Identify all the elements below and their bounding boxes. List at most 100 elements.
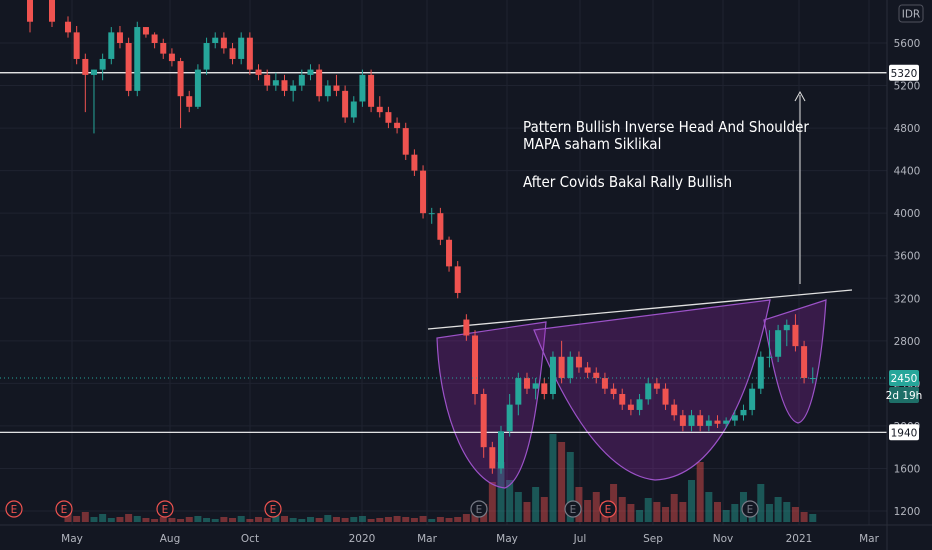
volume-bar [584, 500, 592, 522]
volume-bar [506, 480, 514, 522]
volume-bar [393, 516, 401, 522]
candle-body [541, 383, 548, 394]
y-tick-label: 3600 [894, 251, 921, 263]
candle-body [601, 378, 608, 389]
candle-body [480, 394, 487, 448]
candle-body [584, 367, 591, 373]
candle-body [290, 85, 297, 91]
candle-body [73, 32, 80, 59]
annotation-line-3: After Covids Bakal Rally Bullish [523, 173, 733, 191]
candle-body [558, 356, 565, 379]
volume-bar [774, 497, 782, 522]
volume-bar [627, 504, 635, 522]
candle-body [446, 239, 453, 267]
volume-bar [791, 507, 799, 522]
volume-bar [436, 517, 444, 522]
candle-body [90, 69, 97, 75]
volume-bar [237, 516, 245, 522]
volume-bar [306, 517, 314, 522]
candle-body [203, 43, 210, 70]
volume-bar [159, 517, 167, 522]
candle-body [324, 85, 331, 97]
current-price-badge [889, 370, 919, 387]
candle-body [662, 388, 669, 405]
candle-body [619, 394, 626, 405]
candle-body [420, 170, 427, 214]
volume-bar [298, 519, 306, 522]
candle-body [186, 96, 193, 107]
volume-bar [107, 518, 115, 522]
volume-bar [289, 518, 297, 522]
candle-body [766, 356, 773, 358]
time-axis[interactable]: May Aug Oct 2020 Mar May Jul Sep Nov 2021 Mar [0, 524, 932, 545]
y-tick-label: 4000 [894, 208, 921, 220]
candle-body [376, 106, 383, 113]
volume-bar [636, 510, 644, 522]
volume-bar [523, 502, 531, 522]
candle-body [792, 324, 799, 347]
volume-bar [281, 516, 288, 522]
x-tick-label: 2020 [349, 533, 376, 545]
volume-bar [99, 514, 107, 522]
volume-bar [765, 504, 773, 522]
volume-bar [211, 519, 219, 522]
level-badge [889, 64, 919, 81]
volume-bar [168, 518, 176, 522]
candle-body [402, 128, 409, 155]
volume-bar [341, 518, 349, 522]
y-tick-label: 1600 [894, 463, 921, 475]
earnings-marker-label: E [61, 504, 68, 516]
volume-bar [203, 518, 211, 522]
candle-body [593, 372, 600, 379]
level-badge [889, 424, 919, 441]
volume-bar [670, 494, 678, 522]
volume-bar [488, 482, 496, 522]
volume-bar [540, 497, 548, 522]
countdown-badge [889, 387, 919, 404]
x-tick-label: Oct [241, 533, 259, 545]
level-badge-label: 1940 [891, 427, 918, 439]
volume-bar [263, 518, 271, 522]
volume-bar [116, 517, 124, 522]
volume-bar [332, 517, 340, 522]
earnings-marker-icon [156, 500, 174, 518]
horizontal-levels[interactable] [0, 72, 887, 433]
volume-bar [324, 515, 332, 522]
y-tick-label: 3200 [894, 293, 921, 305]
candle-body [679, 415, 686, 426]
candle-body [49, 0, 55, 22]
candle-body [255, 69, 262, 75]
candle-body [636, 399, 643, 410]
x-tick-label: Mar [417, 533, 437, 545]
candle-body [65, 21, 71, 33]
volume-bar [177, 519, 185, 522]
candle-body [775, 330, 782, 357]
candle-body [506, 404, 513, 432]
earnings-marker-label: E [11, 504, 18, 516]
candle-body [212, 37, 219, 43]
volume-bar [315, 518, 323, 522]
volume-bar [800, 512, 808, 522]
candle-body [281, 80, 288, 91]
volume-bar [696, 462, 704, 522]
candle-body [749, 388, 756, 410]
volume-bar [722, 510, 730, 522]
candle-body [220, 37, 227, 49]
volume-bar [809, 514, 817, 522]
volume-bar [151, 519, 159, 522]
earnings-marker-icon [741, 500, 759, 518]
volume-bar [246, 519, 254, 522]
currency-button[interactable]: IDR [898, 4, 924, 23]
price-axis[interactable]: 1200160020002400280032003600400044004800… [886, 0, 921, 550]
volume-bar [714, 502, 721, 522]
volume-bar [81, 512, 89, 522]
x-tick-label: May [61, 533, 83, 545]
earnings-marker-icon [470, 500, 488, 518]
y-tick-label: 4800 [894, 123, 921, 135]
earnings-marker-label: E [270, 504, 277, 516]
volume-bar [445, 518, 453, 522]
left-shoulder-shape [436, 321, 547, 489]
candle-body [246, 37, 253, 70]
